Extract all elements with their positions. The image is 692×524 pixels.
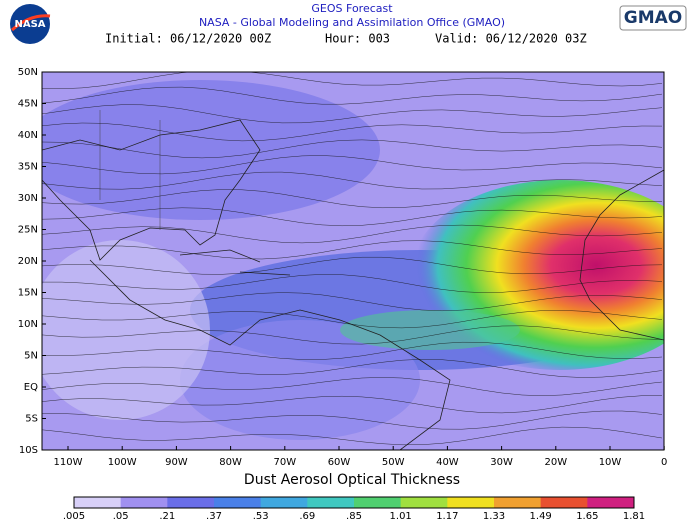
colorbar-segment: [587, 497, 635, 508]
lat-label: 10N: [18, 319, 38, 330]
lat-label: 30N: [18, 193, 38, 204]
streamline: [42, 139, 663, 159]
colorbar-tick-label: 1.65: [576, 511, 598, 522]
logo-text: GMAO: [624, 8, 682, 28]
gmao-logo: GMAO: [619, 5, 687, 31]
streamline: [42, 359, 663, 378]
lon-label: 70W: [273, 457, 296, 468]
lon-label: 50W: [382, 457, 405, 468]
colorbar: .005 .05 .21 .37 .53 .69 .85 1.01 1.17 1.33 1.49 1.…: [63, 496, 645, 522]
streamline: [42, 325, 663, 345]
streamline: [42, 292, 663, 312]
colorbar-segment: [260, 497, 308, 508]
streamline: [42, 122, 663, 142]
streamline: [42, 224, 663, 244]
colorbar-tick-label: .53: [253, 511, 269, 522]
lat-label: 25N: [18, 225, 38, 236]
streamline: [42, 155, 663, 175]
subtitle: NASA - Global Modeling and Assimilation …: [199, 16, 505, 29]
colorbar-tick-label: .37: [206, 511, 222, 522]
lon-label: 60W: [328, 457, 351, 468]
colorbar-segment: [354, 497, 402, 508]
lat-label: 5N: [24, 351, 38, 362]
streamline: [42, 395, 663, 414]
streamline: [42, 377, 663, 396]
colorbar-segment: [540, 497, 588, 508]
lat-label: 20N: [18, 256, 38, 267]
streamline: [42, 274, 663, 293]
lat-label: 10S: [19, 445, 38, 456]
streamline: [42, 207, 663, 227]
forecast-hour: Hour: 003: [325, 32, 390, 46]
streamline: [42, 426, 663, 446]
lat-label: EQ: [24, 382, 38, 393]
axes: 50N 45N 40N 35N 30N 25N 20N 15N 10N 5N EQ 5S 10S 110W…: [18, 67, 668, 468]
lon-label: 0: [661, 457, 667, 468]
colorbar-tick-label: 1.81: [623, 511, 645, 522]
initial-time: Initial: 06/12/2020 00Z: [105, 32, 271, 46]
lon-label: 90W: [165, 457, 188, 468]
map-field: [42, 72, 664, 450]
colorbar-frame: [73, 496, 635, 509]
lon-label: 30W: [490, 457, 513, 468]
colorbar-tick-label: .05: [113, 511, 129, 522]
valid-time: Valid: 06/12/2020 03Z: [435, 32, 587, 46]
colorbar-tick-label: .69: [299, 511, 315, 522]
colorbar-tick-label: 1.49: [530, 511, 552, 522]
colorbar-segment: [74, 497, 122, 508]
colorbar-tick-label: .21: [159, 511, 175, 522]
colorbar-tick-label: 1.17: [436, 511, 458, 522]
lon-label: 40W: [436, 457, 459, 468]
title: GEOS Forecast: [311, 2, 393, 15]
lat-label: 40N: [18, 130, 38, 141]
logo-text: NASA: [14, 19, 45, 30]
streamlines: [42, 72, 663, 446]
lat-label: 5S: [25, 414, 38, 425]
lat-label: 45N: [18, 99, 38, 110]
streamline: [42, 310, 663, 329]
colorbar-segment: [214, 497, 262, 508]
lon-label: 20W: [544, 457, 567, 468]
colorbar-segment: [494, 497, 542, 508]
streamline: [42, 410, 663, 430]
colorbar-segment: [447, 497, 495, 508]
colorbar-tick-label: 1.33: [483, 511, 505, 522]
lat-label: 15N: [18, 288, 38, 299]
colorbar-tick-label: .005: [63, 511, 85, 522]
lat-label: 35N: [18, 162, 38, 173]
lat-label: 50N: [18, 67, 38, 78]
streamline: [42, 104, 663, 124]
colorbar-segment: [400, 497, 448, 508]
colorbar-tick-label: .85: [346, 511, 362, 522]
lon-label: 80W: [219, 457, 242, 468]
lon-label: 100W: [108, 457, 137, 468]
colorbar-title: Dust Aerosol Optical Thickness: [244, 472, 460, 488]
streamline: [42, 171, 663, 190]
nasa-logo: NASA: [10, 4, 51, 44]
colorbar-segment: [307, 497, 355, 508]
colorbar-segment: [167, 497, 215, 508]
streamline: [42, 240, 663, 260]
colorbar-segment: [120, 497, 168, 508]
lon-label: 10W: [599, 457, 622, 468]
streamline: [42, 256, 663, 275]
streamline: [42, 86, 663, 105]
streamline: [42, 341, 663, 360]
streamline: [42, 72, 663, 89]
lon-label: 110W: [54, 457, 83, 468]
streamline: [42, 189, 662, 209]
colorbar-tick-label: 1.01: [390, 511, 412, 522]
